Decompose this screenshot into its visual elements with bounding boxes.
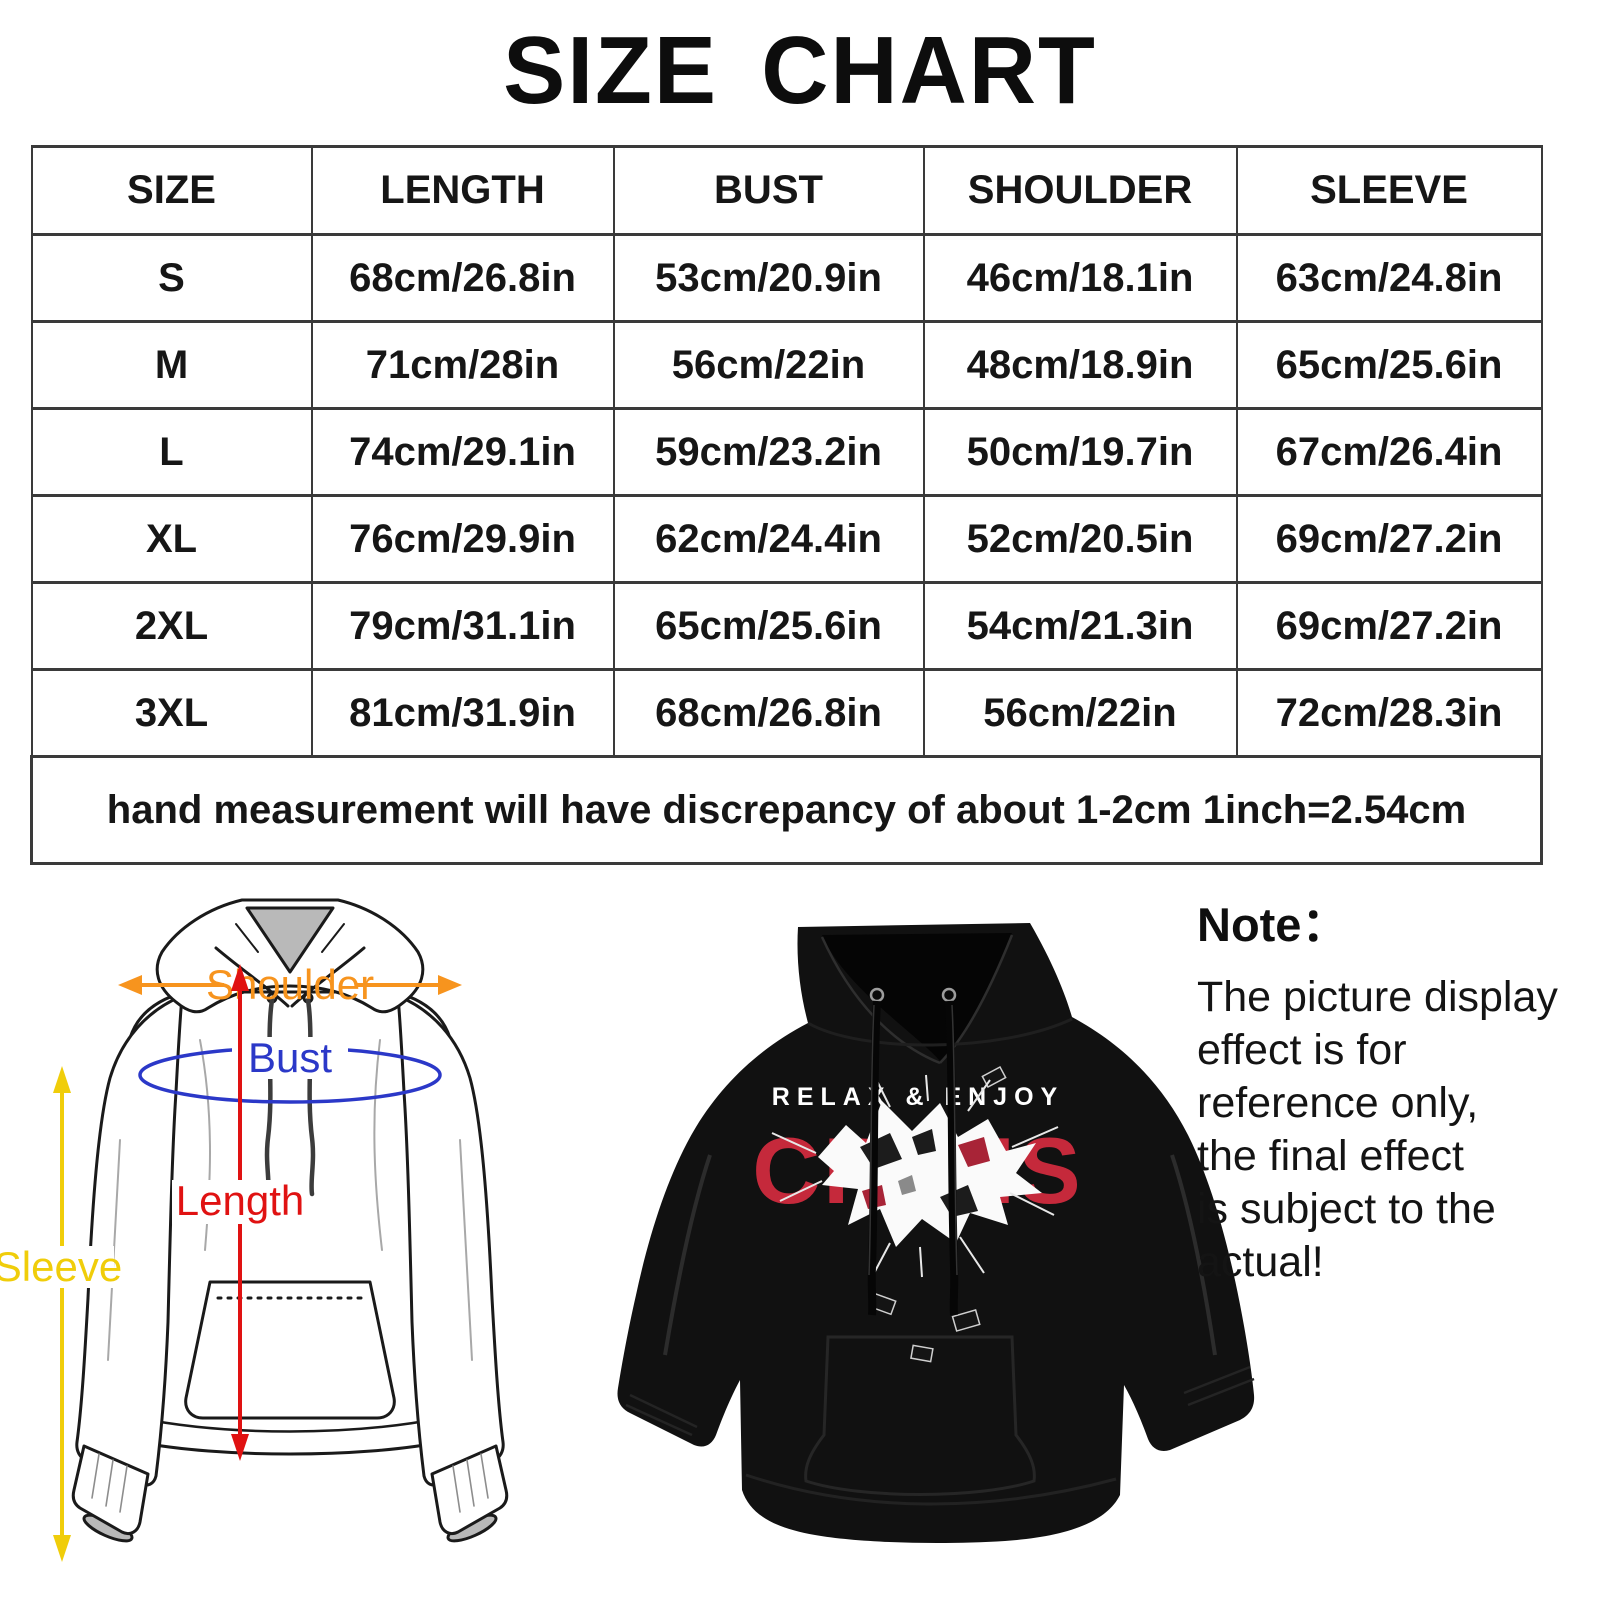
measurement-diagram: Shoulder Bust Length Sleeve [0, 898, 509, 1562]
page-title: SIZE CHART [503, 17, 1097, 124]
footnote-row: hand measurement will have discrepancy o… [30, 755, 1543, 865]
table-row-2xl: 2XL 79cm/31.1in 65cm/25.6in 54cm/21.3in … [30, 581, 1543, 671]
table-cell: 56cm/22in [612, 320, 925, 410]
column-header-bust: BUST [612, 145, 925, 236]
size-cell: XL [30, 494, 313, 584]
table-cell: 59cm/23.2in [612, 407, 925, 497]
table-cell: 48cm/18.9in [922, 320, 1238, 410]
table-cell: 79cm/31.1in [310, 581, 615, 671]
length-label: Length [176, 1177, 304, 1224]
note-line: the final effect [1197, 1132, 1464, 1180]
table-cell: 76cm/29.9in [310, 494, 615, 584]
header-row: SIZE LENGTH BUST SHOULDER SLEEVE [30, 145, 1543, 236]
table-cell: 67cm/26.4in [1235, 407, 1543, 497]
table-cell: 71cm/28in [310, 320, 615, 410]
print-relax-enjoy: RELAX & ENJOY [772, 1083, 1064, 1111]
table-cell: 63cm/24.8in [1235, 233, 1543, 323]
table-cell: 69cm/27.2in [1235, 494, 1543, 584]
note-block: Note： The picture display effect is for … [1197, 886, 1597, 1289]
hoodie-product-image: RELAX & ENJOY CRISIS [617, 923, 1255, 1543]
table-cell: 65cm/25.6in [612, 581, 925, 671]
crack-lines [771, 1074, 1059, 1278]
table-cell: 74cm/29.1in [310, 407, 615, 497]
column-header-sleeve: SLEEVE [1235, 145, 1543, 236]
note-line: is subject to the [1197, 1185, 1496, 1233]
size-cell: M [30, 320, 313, 410]
table-cell: 72cm/28.3in [1235, 668, 1543, 758]
table-cell: 53cm/20.9in [612, 233, 925, 323]
note-line: The picture display [1197, 973, 1558, 1021]
table-footnote: hand measurement will have discrepancy o… [30, 755, 1543, 865]
size-cell: 2XL [30, 581, 313, 671]
table-row-s: S 68cm/26.8in 53cm/20.9in 46cm/18.1in 63… [30, 233, 1543, 323]
table-cell: 50cm/19.7in [922, 407, 1238, 497]
table-row-m: M 71cm/28in 56cm/22in 48cm/18.9in 65cm/2… [30, 320, 1543, 410]
column-header-length: LENGTH [310, 145, 615, 236]
table-cell: 68cm/26.8in [612, 668, 925, 758]
note-heading: Note： [1197, 898, 1349, 951]
table-cell: 56cm/22in [922, 668, 1238, 758]
table-cell: 81cm/31.9in [310, 668, 615, 758]
table-row-3xl: 3XL 81cm/31.9in 68cm/26.8in 56cm/22in 72… [30, 668, 1543, 758]
column-header-size: SIZE [30, 145, 313, 236]
table-cell: 69cm/27.2in [1235, 581, 1543, 671]
bust-annotation: Bust [138, 1034, 442, 1104]
sleeve-label: Sleeve [0, 1243, 122, 1290]
size-cell: 3XL [30, 668, 313, 758]
size-cell: S [30, 233, 313, 323]
note-line: effect is for [1197, 1026, 1407, 1074]
table-row-xl: XL 76cm/29.9in 62cm/24.4in 52cm/20.5in 6… [30, 494, 1543, 584]
table-cell: 62cm/24.4in [612, 494, 925, 584]
table-row-l: L 74cm/29.1in 59cm/23.2in 50cm/19.7in 67… [30, 407, 1543, 497]
black-hoodie-silhouette [617, 923, 1255, 1543]
shoulder-label: Shoulder [206, 961, 374, 1008]
size-cell: L [30, 407, 313, 497]
drawstrings [867, 987, 959, 1316]
note-line: reference only, [1197, 1079, 1479, 1127]
table-cell: 46cm/18.1in [922, 233, 1238, 323]
sleeve-annotation: Sleeve [0, 1066, 122, 1562]
bust-label: Bust [248, 1034, 332, 1081]
table-cell: 68cm/26.8in [310, 233, 615, 323]
size-table: SIZE LENGTH BUST SHOULDER SLEEVE S 68cm/… [30, 145, 1543, 865]
column-header-shoulder: SHOULDER [922, 145, 1238, 236]
note-line: actual! [1197, 1238, 1324, 1286]
table-cell: 52cm/20.5in [922, 494, 1238, 584]
table-cell: 65cm/25.6in [1235, 320, 1543, 410]
pocket-seam [804, 1335, 1036, 1496]
length-annotation: Length [172, 964, 308, 1461]
table-cell: 54cm/21.3in [922, 581, 1238, 671]
